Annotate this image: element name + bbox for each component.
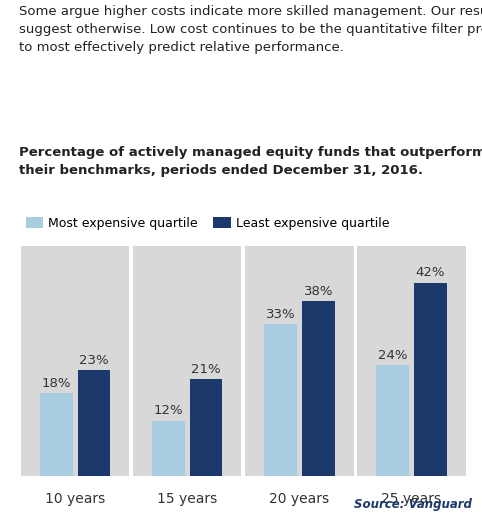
Text: 20 years: 20 years bbox=[269, 492, 330, 506]
Text: Some argue higher costs indicate more skilled management. Our results
suggest ot: Some argue higher costs indicate more sk… bbox=[19, 5, 482, 54]
Bar bbox=[414, 282, 446, 476]
Text: 12%: 12% bbox=[154, 404, 183, 417]
Text: 23%: 23% bbox=[80, 354, 109, 367]
Text: 42%: 42% bbox=[415, 266, 445, 279]
Bar bbox=[190, 379, 222, 476]
Bar bbox=[40, 393, 73, 476]
Text: 38%: 38% bbox=[304, 285, 333, 298]
Bar bbox=[78, 370, 110, 476]
Legend: Most expensive quartile, Least expensive quartile: Most expensive quartile, Least expensive… bbox=[21, 212, 394, 235]
Text: 24%: 24% bbox=[378, 349, 407, 362]
Bar bbox=[265, 324, 297, 476]
Text: 10 years: 10 years bbox=[45, 492, 106, 506]
Text: 15 years: 15 years bbox=[157, 492, 217, 506]
Text: Source: Vanguard: Source: Vanguard bbox=[354, 498, 472, 511]
Text: 18%: 18% bbox=[42, 377, 71, 390]
Text: 21%: 21% bbox=[191, 363, 221, 376]
Bar bbox=[376, 366, 409, 476]
Text: 25 years: 25 years bbox=[381, 492, 442, 506]
Text: 33%: 33% bbox=[266, 308, 295, 321]
Text: Percentage of actively managed equity funds that outperformed
their benchmarks, : Percentage of actively managed equity fu… bbox=[19, 146, 482, 177]
Bar bbox=[302, 301, 335, 476]
Bar bbox=[152, 420, 185, 476]
